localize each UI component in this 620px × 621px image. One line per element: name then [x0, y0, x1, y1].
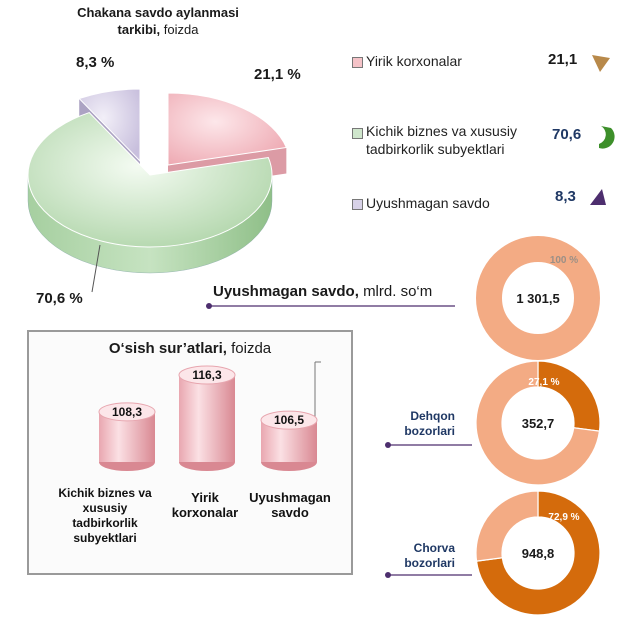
donut-pct-label: 27,1 % [528, 377, 559, 388]
uyushmagan-title: Uyushmagan savdo, mlrd. so‘m [213, 283, 432, 300]
legend-swatch-uyushmagan [352, 199, 363, 210]
donut-segment-light [475, 490, 539, 562]
donut-segment-dark [475, 490, 601, 616]
growth-bar-value: 108,3 [112, 405, 142, 419]
growth-bar: 116,3 [178, 365, 236, 471]
growth-bar-top [260, 410, 318, 430]
pie-slice-yirik [167, 92, 288, 166]
growth-bar-value: 116,3 [192, 368, 222, 382]
growth-bar-value: 106,5 [274, 413, 304, 427]
growth-label-kichik-3: tadbirkorlik [72, 516, 138, 530]
growth-label-kichik-1: Kichik biznes va [58, 486, 152, 500]
donut-center-value: 352,7 [522, 416, 555, 431]
pie-slice-uyushmagan [78, 88, 141, 163]
pie-slice-icon [592, 55, 610, 72]
growth-label-yirik-2: korxonalar [171, 505, 239, 520]
pie-slice-icon [599, 126, 615, 149]
legend-value-yirik: 21,1 [548, 51, 578, 68]
growth-bar-top [178, 365, 236, 385]
donut-pct-label: 100 % [550, 255, 578, 266]
pie-label-big: 70,6 % [36, 290, 83, 307]
chorva-connector [385, 572, 472, 578]
dehqon-connector [385, 442, 472, 448]
growth-bar: 108,3 [98, 402, 156, 471]
legend-label-kichik-1: Kichik biznes va xususiy [366, 123, 517, 139]
growth-chart: 108,3 116,3 106,5 [98, 361, 321, 471]
legend-label-kichik-2: tadbirkorlik subyektlari [366, 141, 505, 157]
growth-bar-body [179, 375, 235, 462]
growth-bar: 106,5 [260, 410, 318, 471]
pie-label-mid: 21,1 % [254, 66, 301, 83]
growth-title-bold: O‘sish sur’atlari, [108, 340, 227, 357]
growth-title-light: foizda [231, 340, 272, 357]
pie-title: Chakana savdo aylanmasi tarkibi, foizda [58, 4, 258, 38]
donut-ring [476, 236, 600, 360]
donut-hole [503, 518, 573, 588]
donut-label-chorva-1: Chorva [413, 541, 455, 555]
growth-label-kichik: Kichik biznes va xususiy tadbirkorlik su… [45, 486, 165, 546]
growth-title: O‘sish sur’atlari, foizda [29, 340, 351, 357]
pie-chart [27, 88, 288, 293]
donut-label-dehqon-2: bozorlari [404, 424, 455, 438]
donut-center-value: 948,8 [522, 546, 555, 561]
growth-label-yirik: Yirik korxonalar [160, 490, 250, 520]
pie-slice-kichik [27, 111, 273, 248]
legend-value-uyushmagan: 8,3 [555, 188, 576, 205]
legend-swatch-kichik [352, 128, 363, 139]
donut-charts: 1 301,5 352,7 948,8 100 % 27,1 % 72,9 % [475, 236, 601, 616]
pie-title-light: foizda [163, 22, 199, 37]
uyushmagan-underline [206, 303, 455, 309]
donut-center-value: 1 301,5 [516, 291, 559, 306]
growth-bar-top [98, 402, 156, 422]
uyushmagan-title-light: mlrd. so‘m [363, 283, 433, 300]
growth-label-uyushmagan: Uyushmagan savdo [240, 490, 340, 520]
legend-label-yirik: Yirik korxonalar [366, 53, 462, 69]
pie-title-bold: Chakana savdo aylanmasi tarkibi, [77, 5, 239, 37]
growth-label-uyushmagan-2: savdo [271, 505, 309, 520]
growth-label-uyushmagan-1: Uyushmagan [249, 490, 331, 505]
uyushmagan-title-bold: Uyushmagan savdo, [213, 283, 359, 300]
legend-value-kichik: 70,6 [552, 126, 582, 143]
growth-label-kichik-4: subyektlari [73, 531, 137, 545]
donut-pct-label: 72,9 % [548, 512, 579, 523]
growth-label-yirik-1: Yirik [191, 490, 219, 505]
pie-slice-icon [590, 189, 606, 205]
donut-label-dehqon: Dehqon bozorlari [393, 409, 455, 439]
donut-label-dehqon-1: Dehqon [410, 409, 455, 423]
legend-label-uyushmagan: Uyushmagan savdo [366, 195, 490, 211]
donut-label-chorva-2: bozorlari [404, 556, 455, 570]
donut-segment-light [475, 360, 601, 486]
leader-line-big [91, 244, 101, 293]
donut-hole [503, 263, 573, 333]
donut-label-chorva: Chorva bozorlari [393, 541, 455, 571]
growth-label-kichik-2: xususiy [82, 501, 128, 515]
pie-label-small: 8,3 % [76, 54, 115, 71]
donut-hole [503, 388, 573, 458]
legend-swatch-yirik [352, 57, 363, 68]
